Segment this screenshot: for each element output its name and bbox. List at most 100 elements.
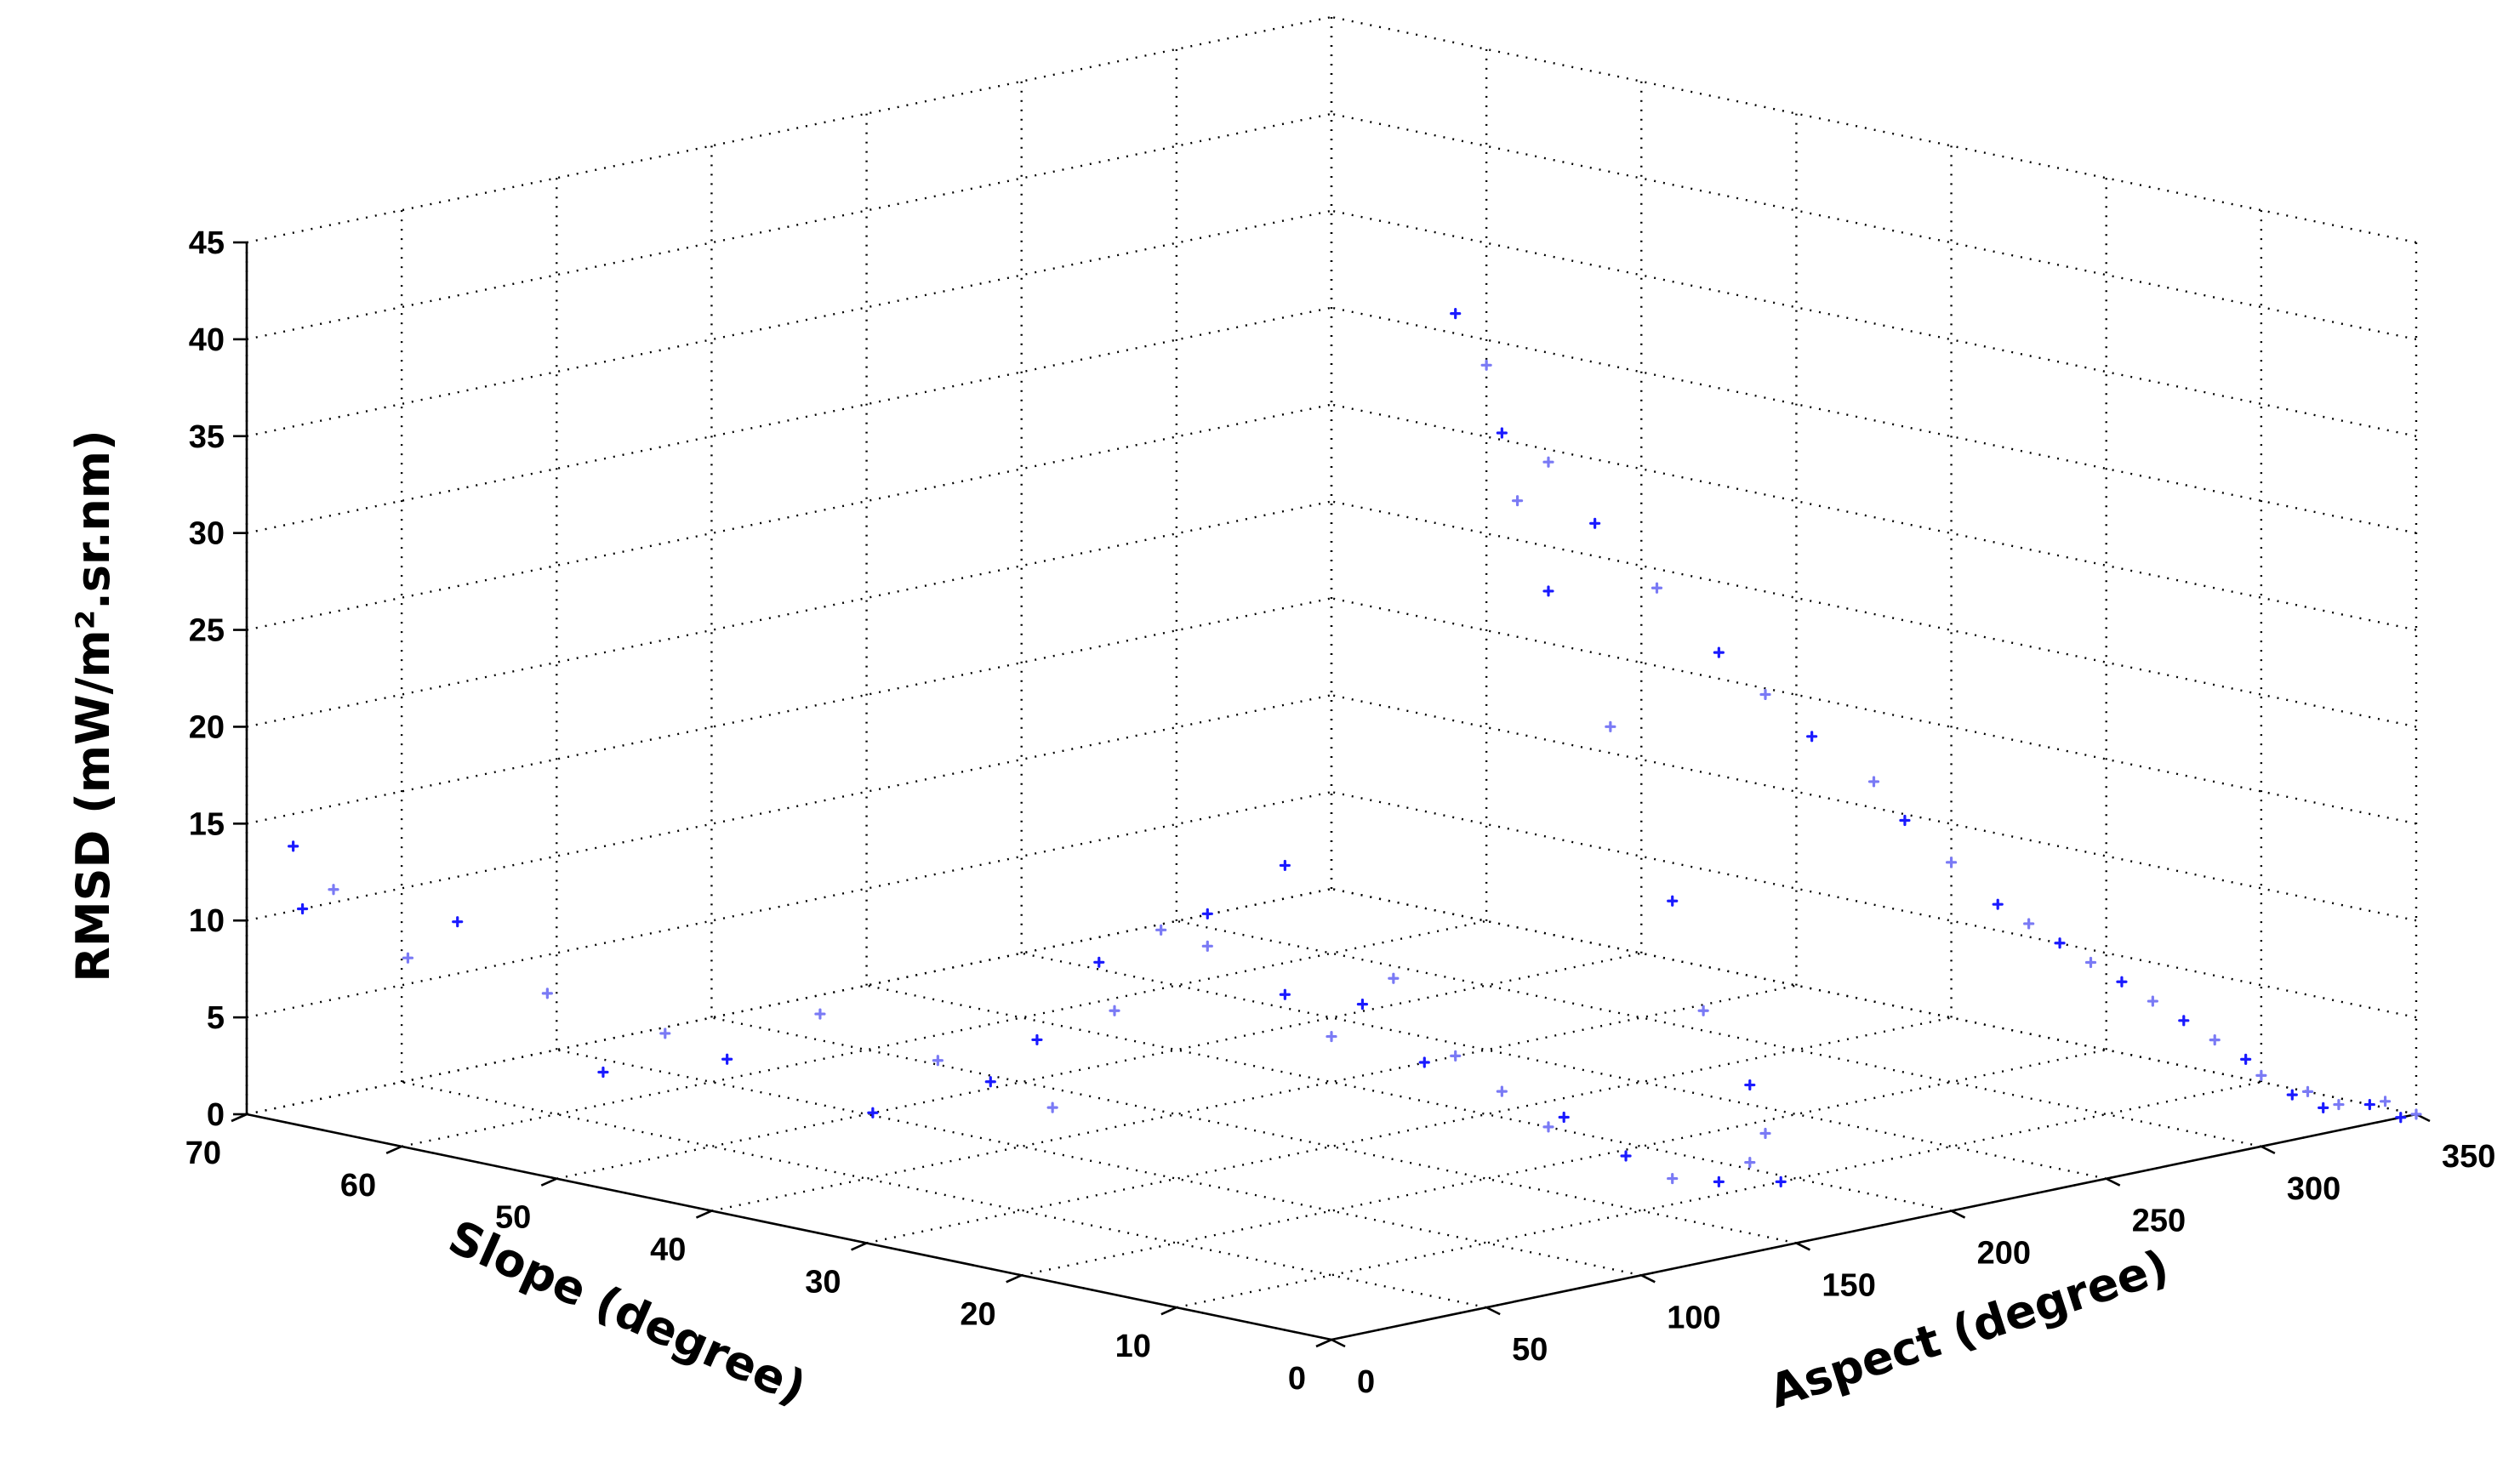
data-point	[1155, 924, 1167, 936]
z-tick-label: 20	[189, 709, 225, 745]
data-point	[2240, 1053, 2252, 1065]
data-point	[452, 916, 464, 928]
y-tick-mark	[1160, 1306, 1177, 1316]
data-point	[932, 1055, 944, 1067]
data-point	[1667, 1172, 1679, 1185]
data-point	[1388, 972, 1400, 984]
data-point	[1992, 898, 2004, 910]
data-point	[2084, 956, 2097, 969]
data-point	[1201, 940, 1213, 952]
data-point	[1356, 999, 1369, 1010]
data-point	[1759, 1127, 1771, 1140]
data-point	[721, 1053, 733, 1065]
y-tick-mark	[1006, 1274, 1023, 1284]
data-point	[1046, 1101, 1058, 1113]
data-point	[1542, 1121, 1554, 1133]
grid-line	[1021, 1049, 2107, 1277]
y-tick-label: 40	[650, 1232, 686, 1268]
data-point	[814, 1008, 826, 1020]
grid-line	[246, 403, 1332, 631]
z-tick-label: 25	[189, 613, 225, 649]
data-point	[2147, 995, 2158, 1007]
data-point	[2255, 1069, 2267, 1081]
grid-line	[866, 1016, 1952, 1244]
data-point	[1511, 495, 1524, 507]
data-point	[984, 1076, 996, 1088]
data-point	[2301, 1085, 2314, 1097]
z-tick-label: 0	[207, 1097, 225, 1133]
grid-line	[1331, 306, 2417, 534]
grid-line	[1331, 597, 2417, 825]
data-point	[1775, 1175, 1787, 1187]
data-point	[1713, 1175, 1725, 1187]
data-point	[1093, 956, 1105, 968]
data-point	[1279, 988, 1291, 1000]
grid-line	[1331, 209, 2417, 437]
x-tick-mark	[1795, 1242, 1811, 1251]
grid-line	[246, 790, 1332, 1019]
data-point	[1109, 1005, 1120, 1016]
data-point	[867, 1107, 879, 1119]
y-tick-label: 50	[495, 1200, 531, 1236]
data-point	[597, 1066, 609, 1079]
data-point	[541, 988, 553, 999]
grid-line	[1176, 919, 2262, 1148]
z-tick-label: 30	[189, 516, 225, 552]
data-point	[2054, 937, 2066, 949]
data-point	[1759, 688, 1771, 701]
grid-line	[246, 500, 1332, 728]
data-point	[1651, 582, 1663, 594]
grid-line	[246, 887, 1332, 1116]
data-point	[1542, 456, 1554, 468]
z-tick-label: 5	[207, 1000, 225, 1036]
data-point	[1667, 895, 1679, 907]
data-points	[288, 308, 2422, 1187]
grid-line	[401, 919, 1487, 1148]
data-point	[1744, 1156, 1756, 1169]
y-tick-label: 30	[805, 1264, 841, 1300]
y-tick-mark	[540, 1177, 557, 1187]
y-axis-line	[246, 1113, 1332, 1341]
data-point	[1589, 517, 1601, 529]
grid-line	[246, 306, 1332, 534]
z-tick-label: 40	[189, 322, 225, 358]
x-tick-mark	[2261, 1145, 2276, 1155]
data-point	[1496, 427, 1508, 439]
x-tick-label: 350	[2442, 1139, 2495, 1175]
axis-layer	[231, 241, 2431, 1348]
grid-line	[556, 952, 1642, 1180]
data-point	[2363, 1098, 2375, 1111]
data-point	[1558, 1111, 1570, 1124]
data-point	[2209, 1034, 2221, 1046]
grid-line	[1331, 694, 2417, 922]
data-point	[1201, 908, 1213, 919]
grid-line	[1021, 952, 2107, 1180]
data-point	[1279, 859, 1291, 872]
data-point	[659, 1027, 671, 1039]
data-point	[2023, 918, 2035, 930]
data-point	[2395, 1112, 2407, 1124]
data-point	[2286, 1089, 2298, 1101]
grid-line	[1331, 500, 2417, 728]
tick-labels: 0510152025303540450102030405060700501001…	[185, 225, 2496, 1400]
y-tick-mark	[385, 1145, 402, 1155]
y-tick-mark	[231, 1113, 248, 1123]
x-tick-label: 300	[2287, 1171, 2340, 1207]
data-point	[1899, 814, 1911, 827]
grid-line	[246, 15, 1332, 244]
x-tick-mark	[1331, 1338, 1346, 1348]
grid-line	[1331, 790, 2417, 1019]
y-axis-label: Slope (degree)	[441, 1210, 813, 1415]
data-point	[2178, 1015, 2190, 1027]
grid-line	[246, 694, 1332, 922]
z-tick-label: 45	[189, 225, 225, 261]
grid-line	[246, 209, 1332, 437]
data-point	[1450, 308, 1462, 320]
x-tick-label: 100	[1667, 1300, 1720, 1335]
y-tick-label: 20	[960, 1296, 995, 1332]
data-point	[1697, 1005, 1709, 1016]
y-tick-label: 0	[1288, 1361, 1306, 1397]
data-point	[2410, 1108, 2422, 1120]
data-point	[1806, 731, 1818, 743]
